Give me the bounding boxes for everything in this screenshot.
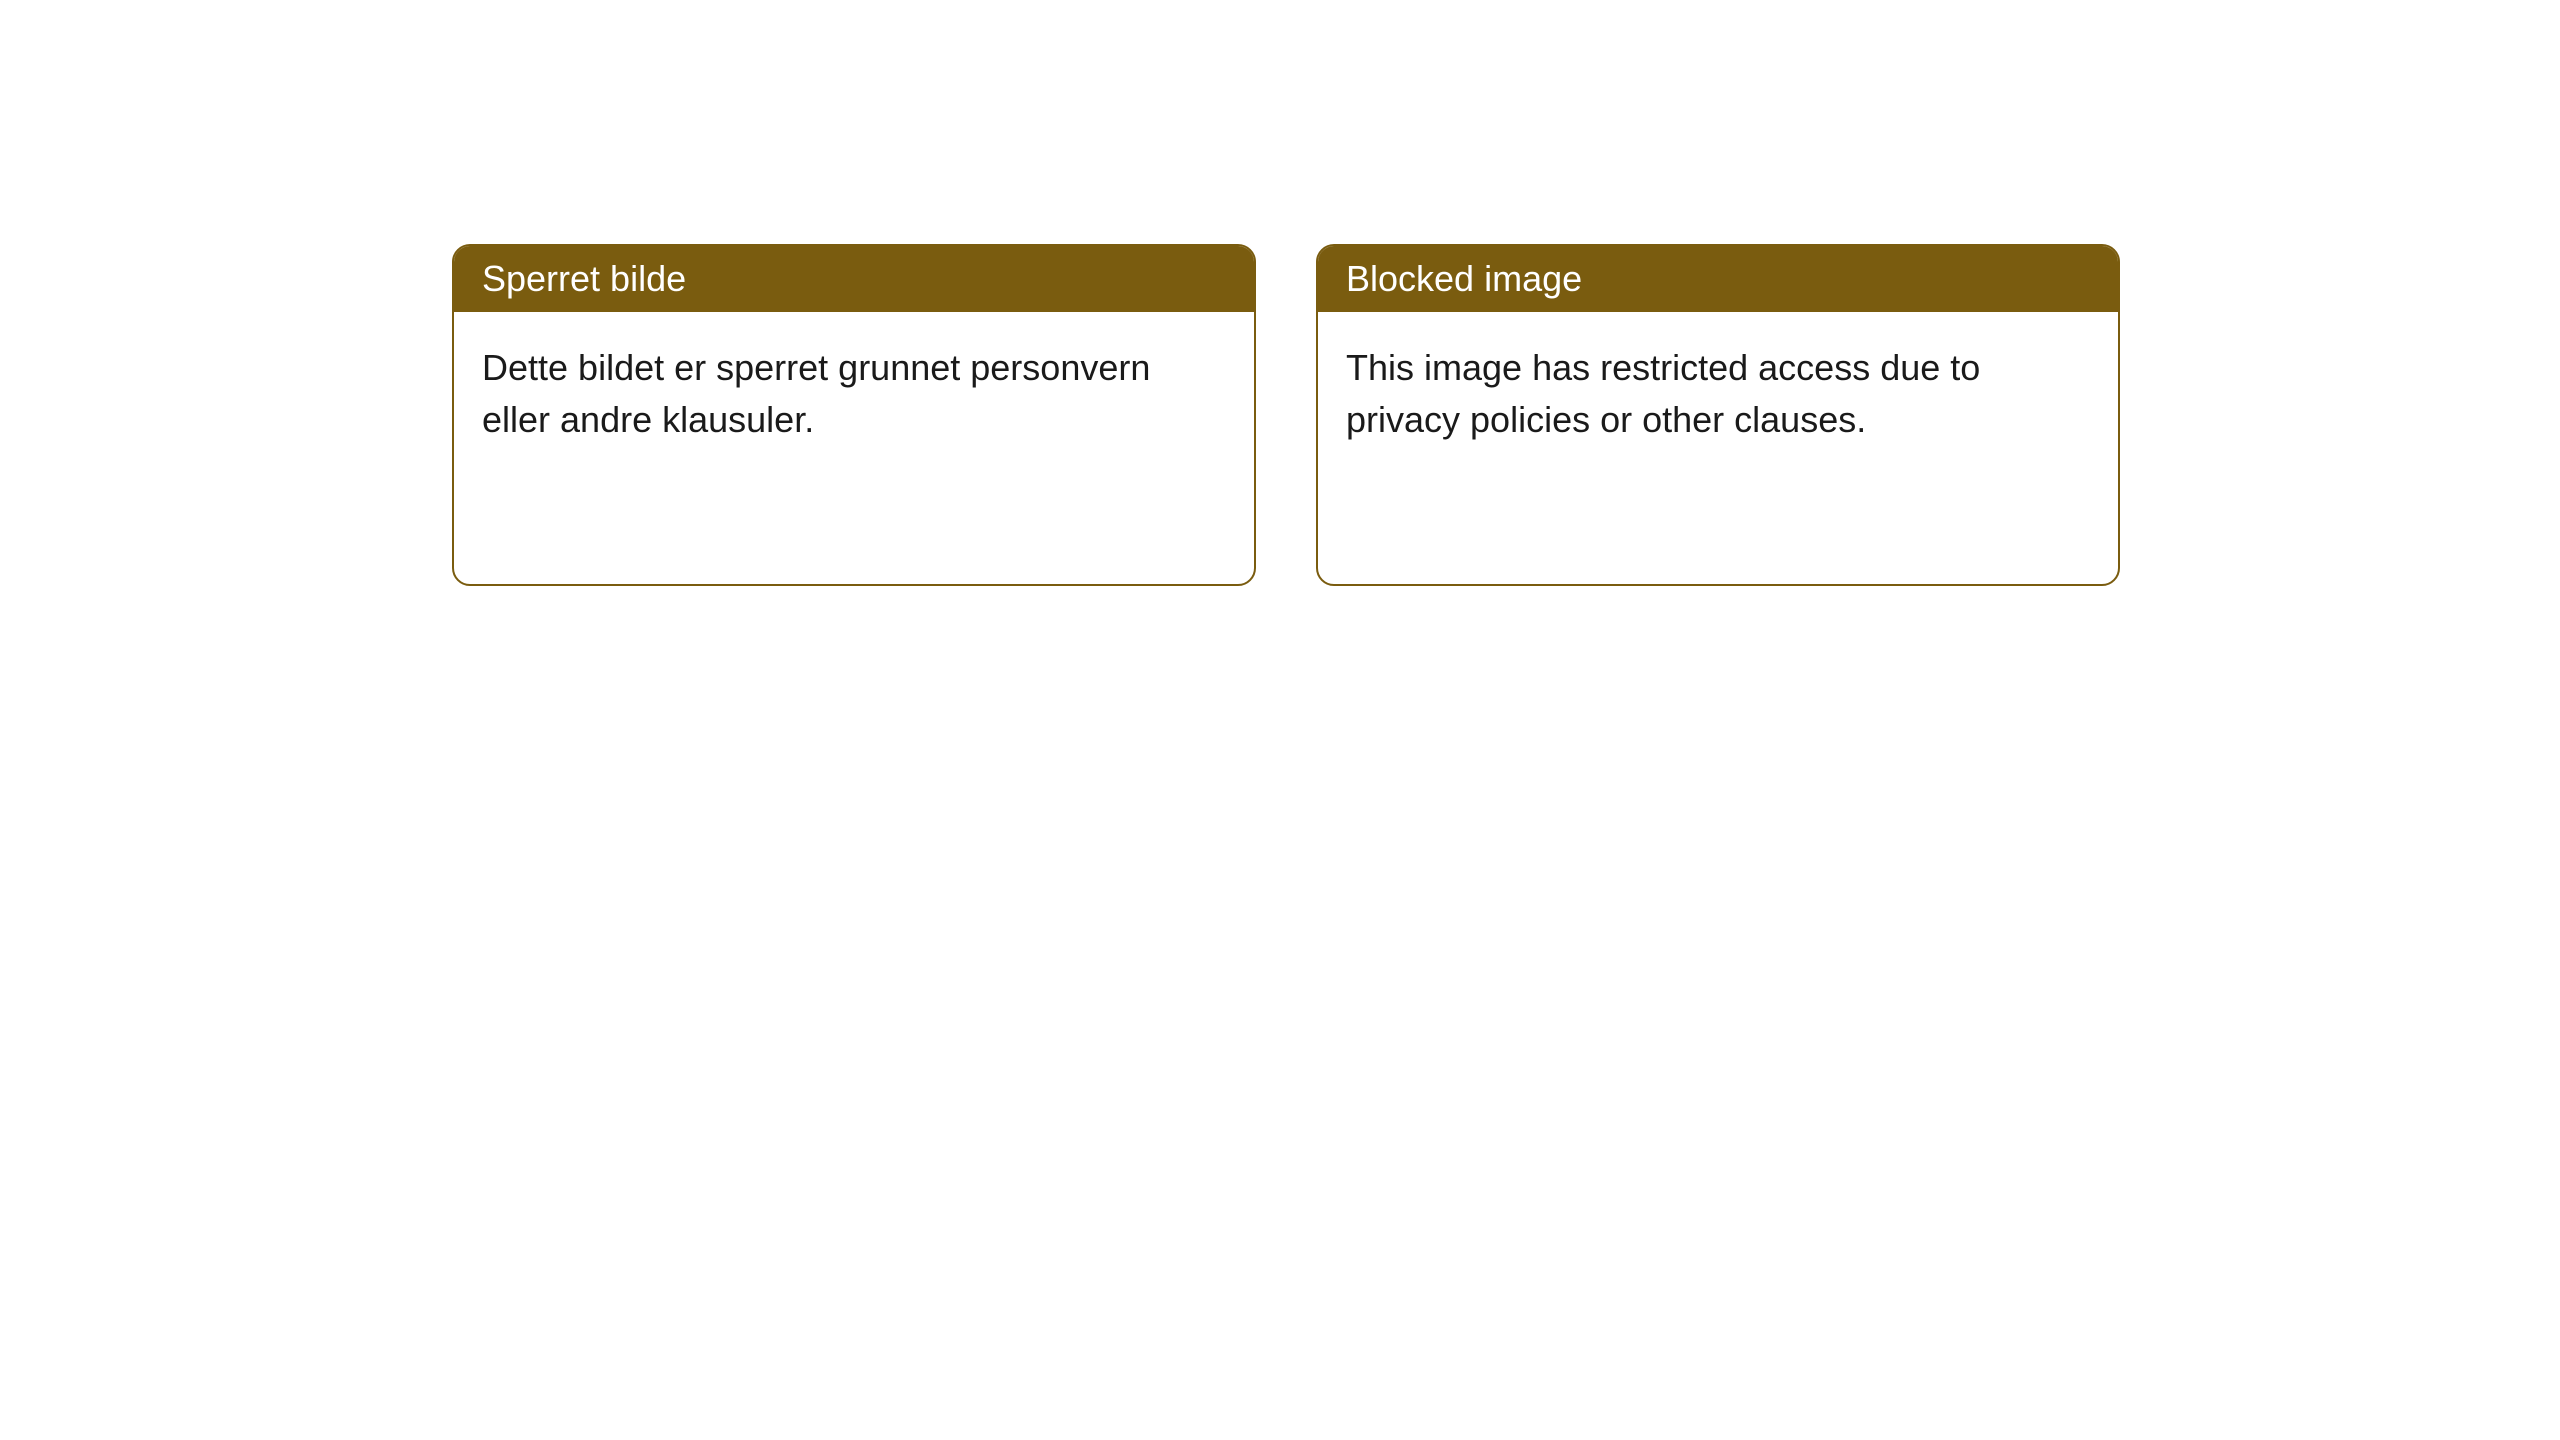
notice-card-title: Sperret bilde	[454, 246, 1254, 312]
notice-card-body: Dette bildet er sperret grunnet personve…	[454, 312, 1254, 476]
notice-cards-container: Sperret bilde Dette bildet er sperret gr…	[452, 244, 2120, 586]
notice-card-title: Blocked image	[1318, 246, 2118, 312]
notice-card-norwegian: Sperret bilde Dette bildet er sperret gr…	[452, 244, 1256, 586]
notice-card-english: Blocked image This image has restricted …	[1316, 244, 2120, 586]
notice-card-body: This image has restricted access due to …	[1318, 312, 2118, 476]
